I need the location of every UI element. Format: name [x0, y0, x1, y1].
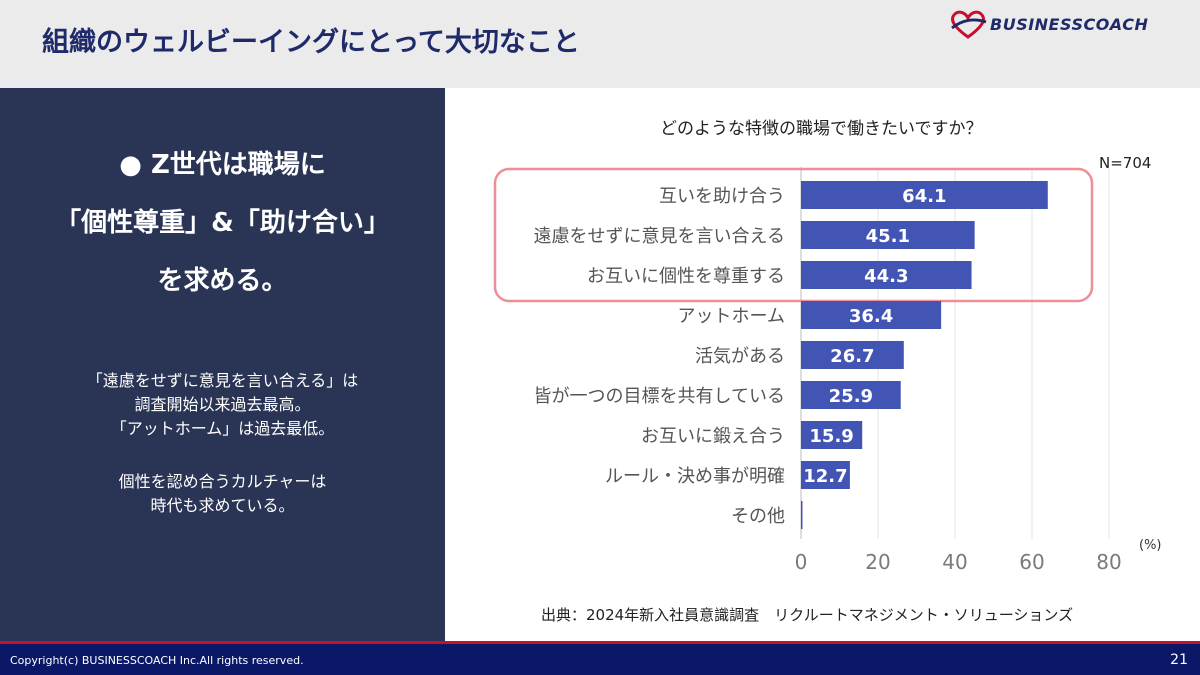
bar-4: [801, 301, 942, 329]
left-panel: ● Z世代は職場に 「個性尊重」&「助け合い」 を求める。 「遠慮をせずに意見を…: [0, 88, 445, 641]
bar-2: [801, 221, 975, 249]
x-unit-label: (%): [1139, 538, 1162, 553]
footer-accent-line: [0, 641, 1200, 644]
bar-3: [801, 261, 972, 289]
paragraph-line-1: 「遠慮をせずに意見を言い合える」は: [86, 371, 359, 390]
logo-text: BUSINESSCOACH: [990, 15, 1149, 34]
category-label-2: 遠慮をせずに意見を言い合える: [534, 226, 785, 247]
header-bar: 組織のウェルビーイングにとって大切なこと BUSINESSCOACH: [0, 0, 1200, 88]
logo: BUSINESSCOACH: [948, 10, 1178, 40]
value-label-7: 15.9: [809, 426, 853, 447]
chart-area: どのような特徴の職場で働きたいですか？ N=704 0 20 40 60 80 (%) 互い…: [445, 88, 1200, 641]
page-title: 組織のウェルビーイングにとって大切なこと: [42, 27, 580, 58]
x-tick-label-40: 40: [942, 550, 967, 574]
value-label-1: 64.1: [902, 186, 946, 207]
category-label-8: ルール・決め事が明確: [605, 466, 785, 487]
paragraph-line-4: 個性を認め合うカルチャーは: [118, 472, 327, 491]
bar-1: [801, 181, 1048, 209]
bar-8: [801, 461, 850, 489]
paragraph-line-2: 調査開始以来過去最高。: [134, 395, 311, 414]
page-number: 21: [1170, 652, 1188, 668]
copyright-text: Copyright(c) BUSINESSCOACH Inc.All right…: [10, 654, 304, 667]
bar-5: [801, 341, 904, 369]
category-label-7: お互いに鍛え合う: [641, 426, 785, 447]
category-label-4: アットホーム: [678, 306, 785, 327]
bar-7: [801, 421, 863, 449]
footer-bar: Copyright(c) BUSINESSCOACH Inc.All right…: [0, 641, 1200, 675]
paragraph-line-3: 「アットホーム」は過去最低。: [110, 419, 335, 438]
bar-6: [801, 381, 901, 409]
sample-size-label: N=704: [1099, 154, 1152, 172]
category-label-5: 活気がある: [695, 346, 785, 367]
bar-chart: 0 20 40 60 80 (%) 互いを助け合う 64.1 遠慮をせずに意見を言い合える 45.…: [493, 167, 1162, 574]
headline-line-1: ● Z世代は職場に: [119, 150, 326, 180]
paragraph-line-5: 時代も求めている。: [150, 496, 295, 515]
category-label-3: お互いに個性を尊重する: [587, 266, 785, 287]
chart-title: どのような特徴の職場で働きたいですか？: [660, 119, 983, 139]
bar-9: [801, 501, 803, 529]
value-label-6: 25.9: [829, 386, 873, 407]
highlight-box: [493, 167, 1094, 303]
headline-line-3: を求める。: [157, 266, 288, 296]
x-tick-label-20: 20: [865, 550, 890, 574]
source-note: 出典：2024年新入社員意識調査 リクルートマネジメント・ソリューションズ: [541, 606, 1074, 624]
value-label-2: 45.1: [866, 226, 910, 247]
x-tick-label-80: 80: [1096, 550, 1121, 574]
value-label-8: 12.7: [803, 466, 847, 487]
headline-line-2: 「個性尊重」&「助け合い」: [55, 208, 390, 238]
category-label-6: 皆が一つの目標を共有している: [534, 386, 785, 407]
value-label-5: 26.7: [830, 346, 874, 367]
category-label-1: 互いを助け合う: [659, 186, 785, 207]
x-tick-label-0: 0: [795, 550, 808, 574]
value-label-3: 44.3: [864, 266, 908, 287]
x-tick-label-60: 60: [1019, 550, 1044, 574]
category-label-9: その他: [731, 506, 785, 527]
heart-logo-icon: [951, 10, 987, 39]
value-label-4: 36.4: [849, 306, 893, 327]
